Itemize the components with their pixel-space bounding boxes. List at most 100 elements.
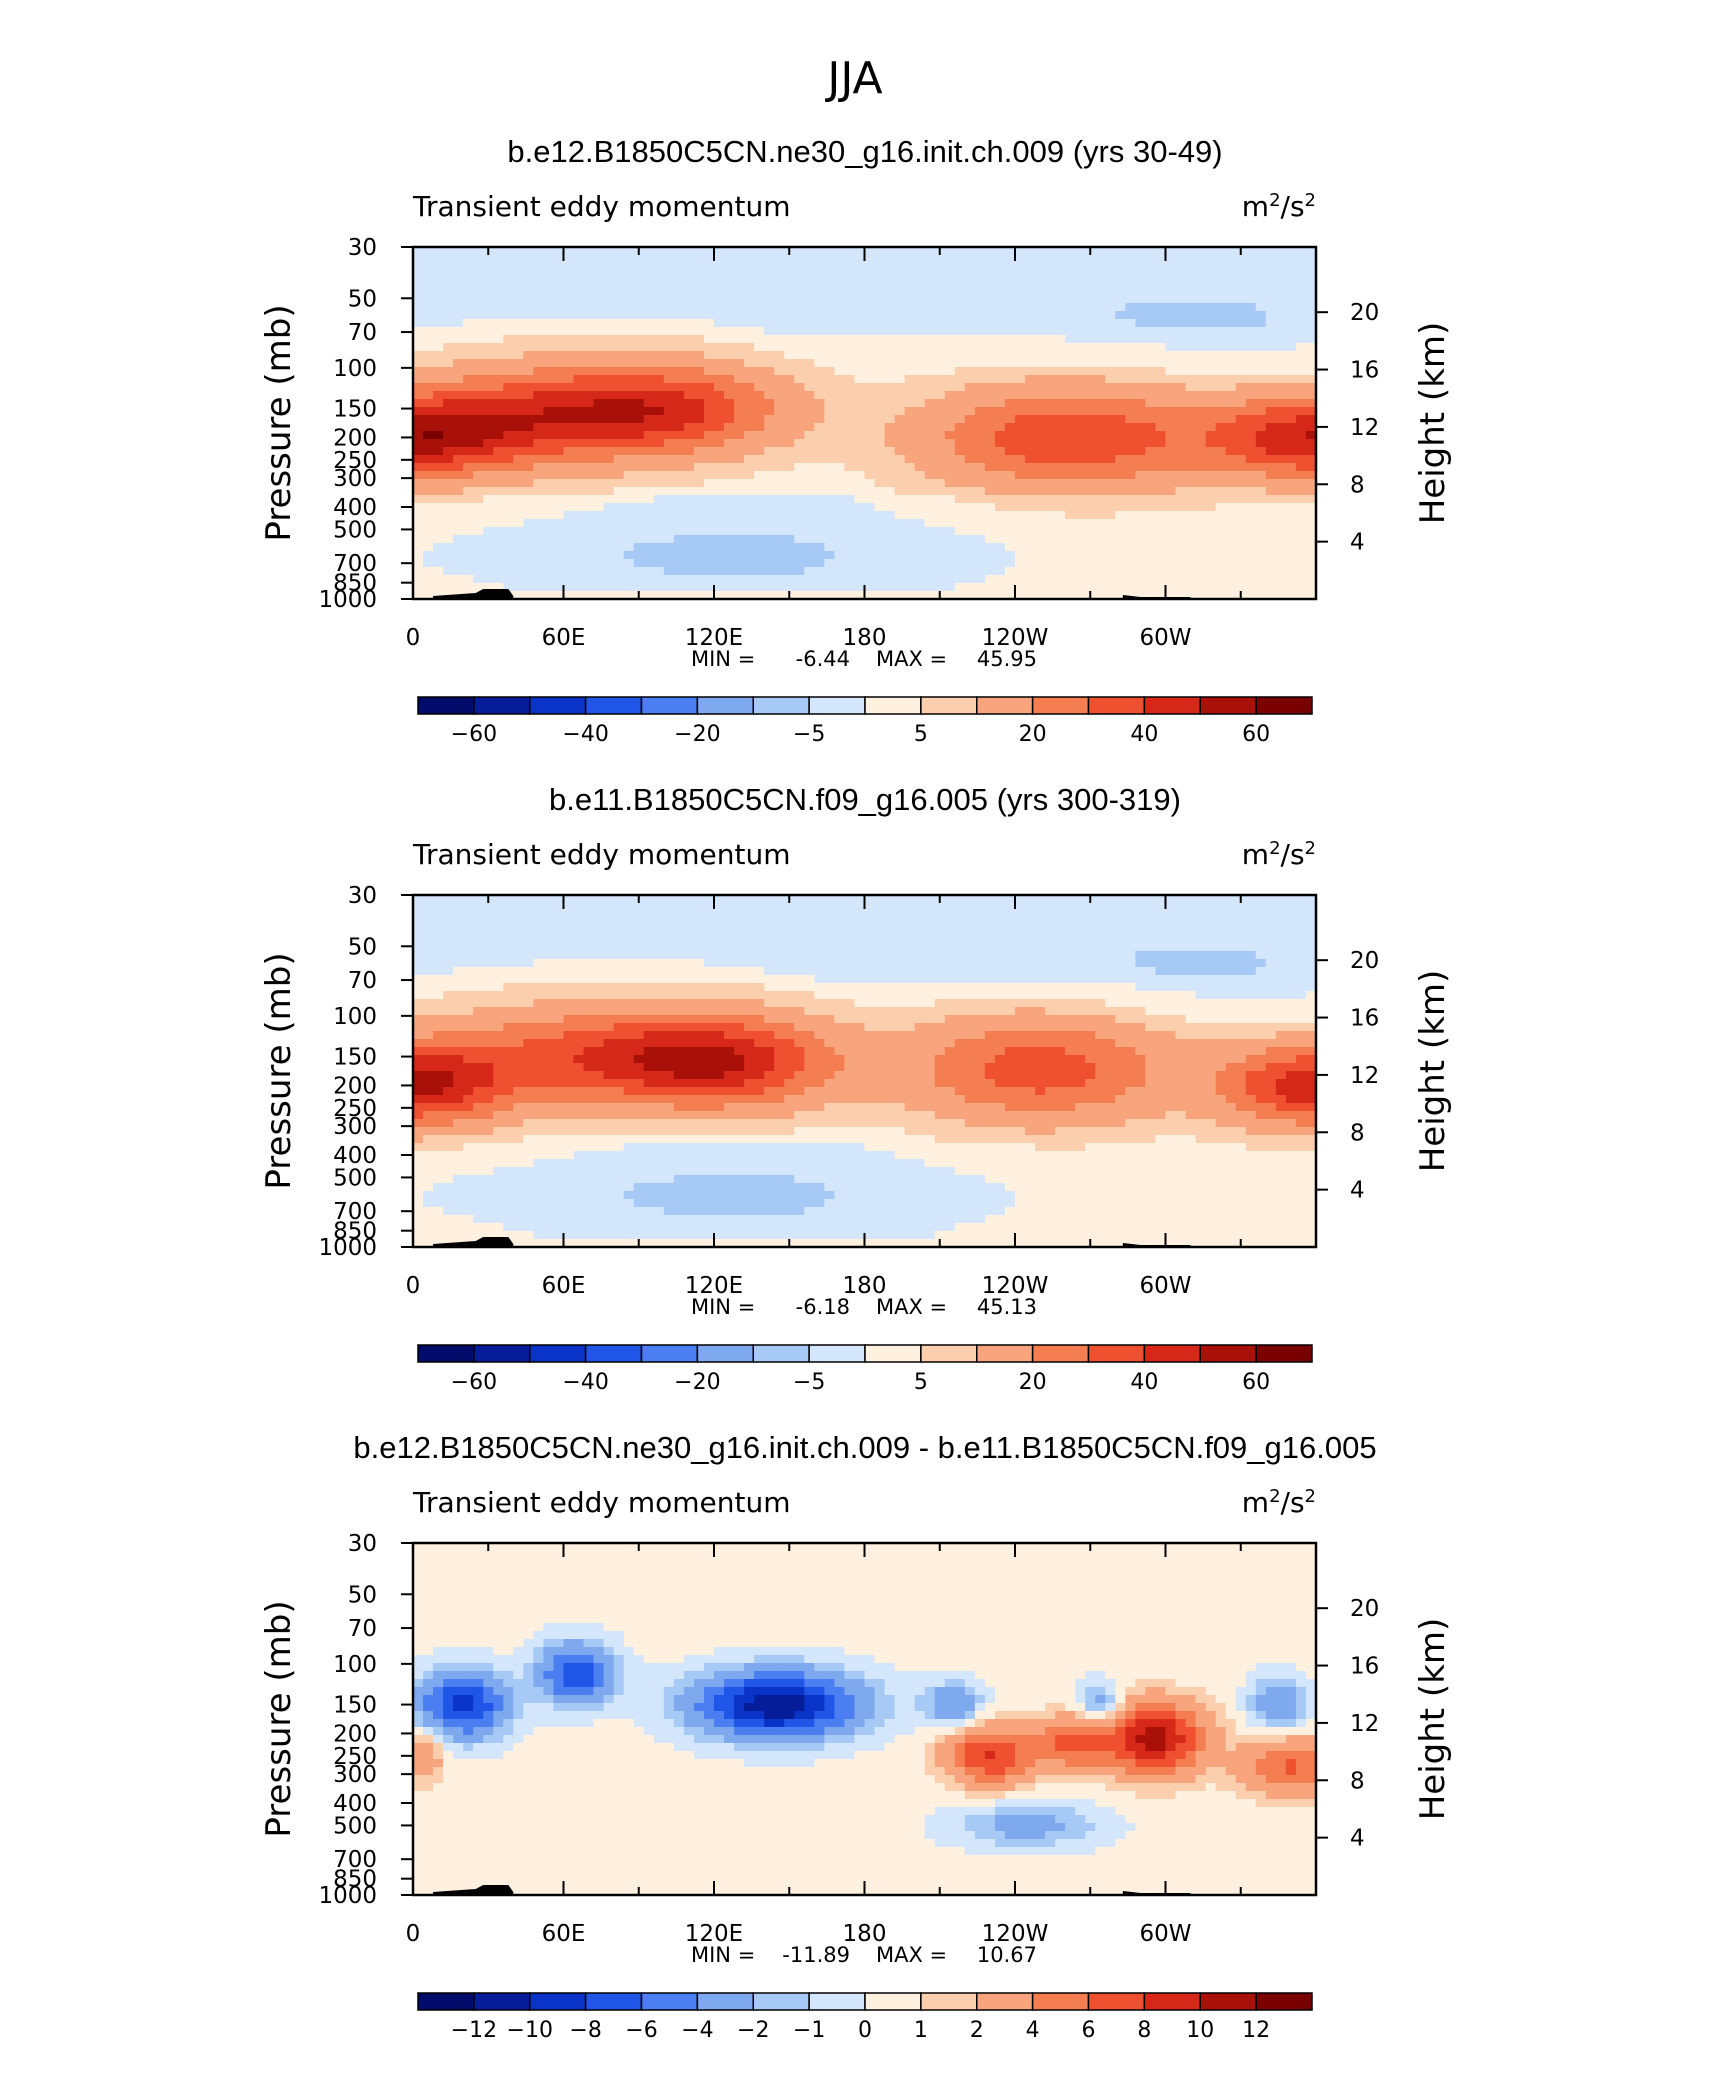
field-cell bbox=[553, 415, 565, 424]
field-cell bbox=[643, 535, 655, 544]
field-cell bbox=[1225, 415, 1237, 424]
field-cell bbox=[864, 543, 876, 552]
field-cell bbox=[443, 303, 454, 312]
field-cell bbox=[1265, 903, 1277, 912]
field-cell bbox=[1255, 279, 1267, 288]
field-cell bbox=[1235, 959, 1247, 968]
field-cell bbox=[533, 431, 545, 440]
field-cell bbox=[1185, 543, 1197, 552]
field-cell bbox=[603, 551, 615, 560]
colorbar-label: −5 bbox=[793, 722, 825, 747]
field-cell bbox=[844, 895, 856, 904]
field-cell bbox=[1195, 519, 1207, 528]
field-cell bbox=[724, 391, 735, 400]
field-cell bbox=[443, 567, 454, 576]
field-cell bbox=[443, 287, 454, 296]
field-cell bbox=[834, 943, 846, 952]
field-cell bbox=[1215, 479, 1227, 488]
field-cell bbox=[1075, 415, 1086, 424]
field-cell bbox=[964, 359, 976, 368]
field-cell bbox=[433, 567, 444, 576]
field-cell bbox=[1045, 455, 1056, 464]
field-cell bbox=[904, 911, 916, 920]
field-cell bbox=[673, 567, 685, 576]
field-cell bbox=[1265, 319, 1277, 328]
field-cell bbox=[854, 439, 866, 448]
field-cell bbox=[854, 967, 866, 976]
field-cell bbox=[503, 535, 514, 544]
field-cell bbox=[864, 399, 876, 408]
field-cell bbox=[894, 311, 906, 320]
field-cell bbox=[944, 455, 956, 464]
field-cell bbox=[653, 431, 665, 440]
field-cell bbox=[1215, 391, 1227, 400]
field-cell bbox=[824, 551, 835, 560]
field-cell bbox=[804, 567, 815, 576]
field-cell bbox=[1145, 519, 1157, 528]
field-cell bbox=[994, 391, 1006, 400]
field-cell bbox=[1295, 327, 1307, 336]
field-cell bbox=[994, 527, 1006, 536]
field-cell bbox=[1155, 279, 1167, 288]
field-cell bbox=[1065, 943, 1076, 952]
field-cell bbox=[593, 295, 605, 304]
field-cell bbox=[734, 479, 745, 488]
field-cell bbox=[543, 343, 555, 352]
field-cell bbox=[1025, 463, 1036, 472]
field-cell bbox=[483, 335, 494, 344]
field-cell bbox=[994, 407, 1006, 416]
field-cell bbox=[1185, 487, 1197, 496]
field-cell bbox=[1295, 439, 1307, 448]
field-cell bbox=[734, 495, 745, 504]
field-cell bbox=[1185, 319, 1197, 328]
field-cell bbox=[673, 463, 685, 472]
field-cell bbox=[1115, 247, 1126, 256]
field-cell bbox=[1235, 431, 1247, 440]
field-cell bbox=[814, 303, 825, 312]
field-cell bbox=[1185, 335, 1197, 344]
field-cell bbox=[1025, 559, 1036, 568]
field-cell bbox=[533, 927, 545, 936]
field-cell bbox=[724, 951, 735, 960]
field-cell bbox=[734, 327, 745, 336]
field-cell bbox=[974, 935, 986, 944]
field-cell bbox=[1285, 383, 1297, 392]
field-cell bbox=[774, 543, 785, 552]
field-cell bbox=[724, 367, 735, 376]
field-cell bbox=[1145, 367, 1157, 376]
field-cell bbox=[1245, 431, 1257, 440]
field-cell bbox=[473, 975, 484, 984]
field-cell bbox=[794, 279, 805, 288]
field-cell bbox=[693, 487, 705, 496]
field-cell bbox=[1255, 447, 1267, 456]
field-cell bbox=[714, 551, 725, 560]
field-cell bbox=[974, 407, 986, 416]
field-cell bbox=[703, 375, 715, 384]
field-cell bbox=[613, 551, 625, 560]
field-cell bbox=[944, 407, 956, 416]
field-cell bbox=[884, 287, 896, 296]
field-cell bbox=[563, 463, 575, 472]
field-cell bbox=[784, 495, 795, 504]
field-cell bbox=[553, 343, 565, 352]
field-cell bbox=[714, 519, 725, 528]
field-cell bbox=[834, 959, 846, 968]
field-cell bbox=[744, 263, 755, 272]
field-cell bbox=[1125, 367, 1136, 376]
field-cell bbox=[623, 311, 635, 320]
field-cell bbox=[1175, 415, 1187, 424]
field-cell bbox=[533, 959, 545, 968]
panel-variable-label: Transient eddy momentum bbox=[412, 190, 791, 223]
field-cell bbox=[914, 551, 926, 560]
field-cell bbox=[894, 351, 906, 360]
field-cell bbox=[844, 391, 856, 400]
field-cell bbox=[673, 439, 685, 448]
field-cell bbox=[1025, 543, 1036, 552]
field-cell bbox=[774, 391, 785, 400]
field-cell bbox=[914, 535, 926, 544]
field-cell bbox=[954, 423, 966, 432]
field-cell bbox=[483, 967, 494, 976]
field-cell bbox=[1125, 383, 1136, 392]
field-cell bbox=[1155, 967, 1167, 976]
field-cell bbox=[1055, 343, 1066, 352]
